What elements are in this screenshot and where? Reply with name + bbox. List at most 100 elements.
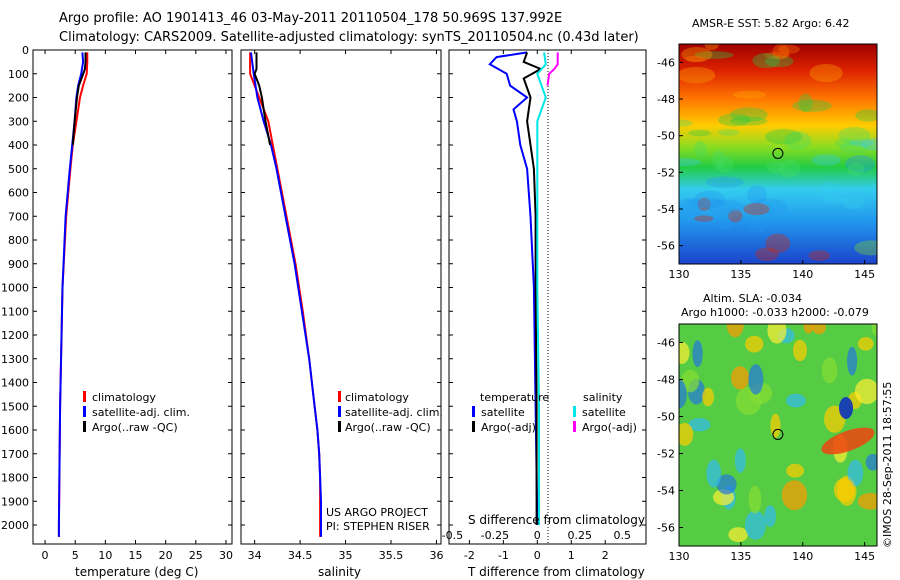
sst-texture-patch (839, 141, 869, 154)
figure-title-line1: Argo profile: AO 1901413_46 03-May-2011 … (59, 11, 562, 26)
sla-texture-patch (679, 422, 694, 446)
map-y-tick-label: -52 (657, 166, 675, 179)
map-x-tick-label: 145 (854, 268, 875, 281)
s-tick-label: -0.25 (481, 529, 509, 542)
depth-tick-label: 1000 (1, 282, 29, 295)
x-tick-label: 36 (429, 549, 443, 562)
sla-texture-patch (857, 337, 874, 351)
sla-texture-patch (770, 413, 781, 438)
map-y-tick-label: -48 (657, 93, 675, 106)
x-tick-label: 10 (98, 549, 112, 562)
x-tick-label: 2 (602, 549, 609, 562)
legend-label-s-argo: Argo(-adj) (582, 421, 637, 434)
sla-map-ticks: 130 135 140 145 -46 -48 -50 -52 -54 -56 (657, 337, 875, 564)
series-line-argo-raw-qc (71, 52, 87, 146)
legend-label-satellite: satellite-adj. clim. (92, 406, 190, 419)
salinity-series (249, 52, 322, 537)
sst-texture-patch (688, 129, 712, 137)
sst-texture-patch (694, 140, 707, 158)
map-x-tick-label: 140 (792, 268, 813, 281)
sst-texture-patch (694, 190, 725, 209)
legend-label-argo: Argo(..raw -QC) (92, 421, 178, 434)
sla-texture-patch (726, 324, 744, 338)
legend-label-climatology: climatology (345, 391, 409, 404)
sst-texture-patch (752, 53, 780, 69)
legend-swatch-argo (83, 421, 86, 432)
x-tick-label: -2 (464, 549, 475, 562)
sst-map-title: AMSR-E SST: 5.82 Argo: 6.42 (692, 17, 850, 30)
depth-tick-label: 1500 (1, 400, 29, 413)
sst-texture-patch (729, 116, 768, 126)
salinity-x-ticks: 34 34.5 35 35.5 36 (248, 50, 443, 562)
legend-label-climatology: climatology (92, 391, 156, 404)
temperature-panel: 0100200300400500600700800900100011001200… (1, 44, 233, 579)
difference-xlabel: T difference from climatology (467, 565, 645, 579)
legend-swatch-s-argo (573, 421, 576, 432)
legend-swatch-t-satellite (472, 406, 475, 417)
series-line-climatology (249, 52, 322, 537)
x-tick-label: 20 (159, 549, 173, 562)
sst-texture-patch (859, 216, 874, 226)
series-line-s-argo-adj (546, 52, 559, 86)
map-y-tick-label: -54 (657, 485, 675, 498)
sst-texture-patch (746, 220, 769, 233)
sla-texture-patch (767, 324, 787, 344)
s-tick-label: 0.25 (568, 529, 593, 542)
sla-texture-patch (821, 357, 838, 384)
depth-tick-label: 1300 (1, 353, 29, 366)
sla-texture-patch (716, 474, 737, 495)
sla-texture-patch (871, 324, 877, 336)
sst-texture-patch (679, 158, 701, 167)
sla-texture-patch (785, 393, 806, 408)
salinity-depth-ticks (241, 49, 441, 526)
sst-map-frame (678, 43, 878, 265)
difference-depth-ticks (449, 49, 646, 526)
difference-series (488, 51, 559, 526)
sla-texture-patch (692, 340, 703, 368)
x-tick-label: 30 (219, 549, 233, 562)
x-tick-label: 34 (248, 549, 262, 562)
depth-tick-label: 900 (8, 258, 29, 271)
map-y-tick-label: -56 (657, 522, 675, 535)
sst-texture-patch (764, 129, 803, 145)
depth-tick-label: 1900 (1, 495, 29, 508)
sla-texture-patch (744, 510, 767, 540)
map-y-tick-label: -46 (657, 56, 675, 69)
sla-texture-patch (679, 341, 690, 364)
sst-texture-patch (860, 138, 877, 151)
sla-texture-patch (734, 448, 746, 473)
legend-swatch-climatology (83, 391, 86, 402)
sst-map-ticks: 130 135 140 145 -46 -48 -50 -52 -54 -56 (657, 56, 875, 281)
sst-texture-patch (706, 199, 744, 214)
legend-label-satellite: satellite-adj. clim. (345, 406, 443, 419)
depth-tick-label: 500 (8, 163, 29, 176)
depth-tick-label: 1100 (1, 305, 29, 318)
sla-texture-patch (764, 505, 777, 528)
sst-texture-patch (712, 150, 725, 170)
sst-texture-patch (681, 46, 713, 63)
sst-texture-patch (717, 113, 751, 127)
sst-texture-patch (704, 44, 719, 51)
x-tick-label: 0 (534, 549, 541, 562)
depth-tick-label: 1600 (1, 424, 29, 437)
difference-panel: -2 -1 0 1 2 -0.5 -0.25 0 0.25 0.5 T difference f… (442, 49, 647, 579)
sst-texture-patch (743, 203, 770, 216)
credit-line1: US ARGO PROJECT (326, 506, 428, 519)
sst-texture-patch (694, 215, 714, 222)
sst-texture-patch (772, 44, 790, 60)
sst-texture-patch (847, 162, 865, 176)
sst-texture-patch (686, 198, 726, 209)
sla-texture-patch (706, 459, 722, 488)
series-line-argo-raw-qc (253, 52, 272, 146)
depth-tick-label: 100 (8, 68, 29, 81)
sla-map-title-line2: Argo h1000: -0.033 h2000: -0.079 (681, 306, 869, 319)
imos-timestamp: ©IMOS 28-Sep-2011 18:57:55 (881, 382, 894, 548)
sst-texture-patch (749, 198, 788, 215)
legend-label-s-satellite: satellite (582, 406, 626, 419)
legend-swatch-argo (338, 421, 341, 432)
sla-texture-patch (728, 527, 748, 543)
s-tick-label: 0 (534, 529, 541, 542)
x-tick-label: 15 (129, 549, 143, 562)
series-line-t-argo-adj (522, 52, 543, 525)
sst-texture-patch (809, 63, 843, 83)
